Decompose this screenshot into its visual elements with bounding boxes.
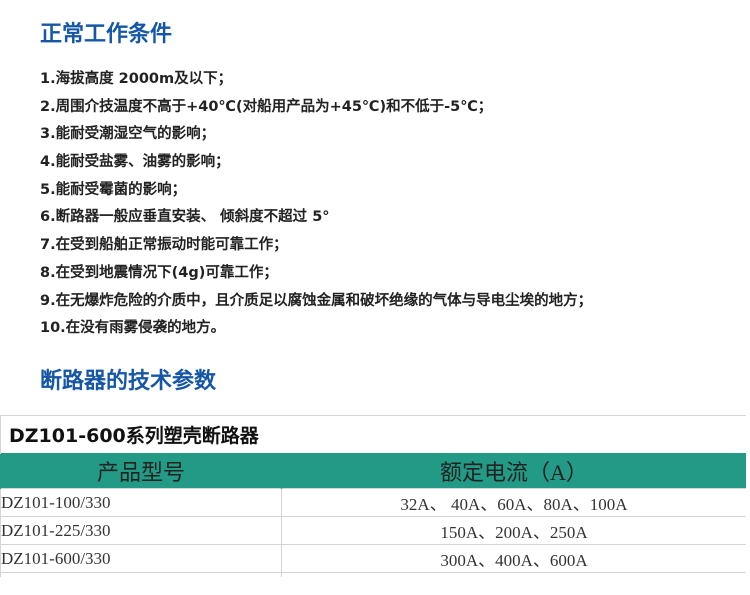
list-item: 10.在没有雨雾侵袭的地方。 <box>40 320 226 337</box>
table-row: DZ101-225/330 150A、200A、250A <box>0 516 746 545</box>
list-item: 3.能耐受潮湿空气的影响； <box>40 126 216 143</box>
cell-model: DZ101-600/330 <box>0 544 282 573</box>
table-header: 产品型号 额定电流（A） <box>0 453 746 489</box>
list-item: 9.在无爆炸危险的介质中，且介质足以腐蚀金属和破坏绝缘的气体与导电尘埃的地方； <box>40 292 593 309</box>
spec-table: DZ101-600系列塑壳断路器 产品型号 额定电流（A） DZ101-100/… <box>0 415 746 577</box>
list-item: 4.能耐受盐雾、油雾的影响； <box>40 154 230 171</box>
section-title-working-conditions: 正常工作条件 <box>40 22 173 47</box>
table-title: DZ101-600系列塑壳断路器 <box>0 415 746 454</box>
table-row: DZ101-600/330 300A、400A、600A <box>0 544 746 573</box>
column-header-current: 额定电流（A） <box>281 453 746 489</box>
cell-model: DZ101-100/330 <box>0 488 282 517</box>
list-item: 1.海拔高度 2000m及以下； <box>40 71 233 87</box>
list-item: 8.在受到地震情况下(4g)可靠工作； <box>40 264 278 281</box>
cell-current: 150A、200A、250A <box>281 516 746 545</box>
cell-current: 300A、400A、600A <box>281 544 746 573</box>
list-item: 6.断路器一般应垂直安装、 倾斜度不超过 5° <box>40 209 330 226</box>
table-spacer <box>0 572 282 577</box>
table-row: DZ101-100/330 32A、 40A、60A、80A、100A <box>0 488 746 517</box>
table-spacer <box>281 572 746 577</box>
list-item: 5.能耐受霉菌的影响； <box>40 181 187 198</box>
list-item: 2.周围介技温度不高于+40℃(对船用产品为+45℃)和不低于-5℃； <box>40 98 493 115</box>
column-header-model: 产品型号 <box>0 453 282 489</box>
cell-current: 32A、 40A、60A、80A、100A <box>281 488 746 517</box>
conditions-list: 1.海拔高度 2000m及以下； 2.周围介技温度不高于+40℃(对船用产品为+… <box>40 66 592 343</box>
section-title-tech-params: 断路器的技术参数 <box>40 369 217 394</box>
cell-model: DZ101-225/330 <box>0 516 282 545</box>
list-item: 7.在受到船舶正常振动时能可靠工作； <box>40 237 288 254</box>
